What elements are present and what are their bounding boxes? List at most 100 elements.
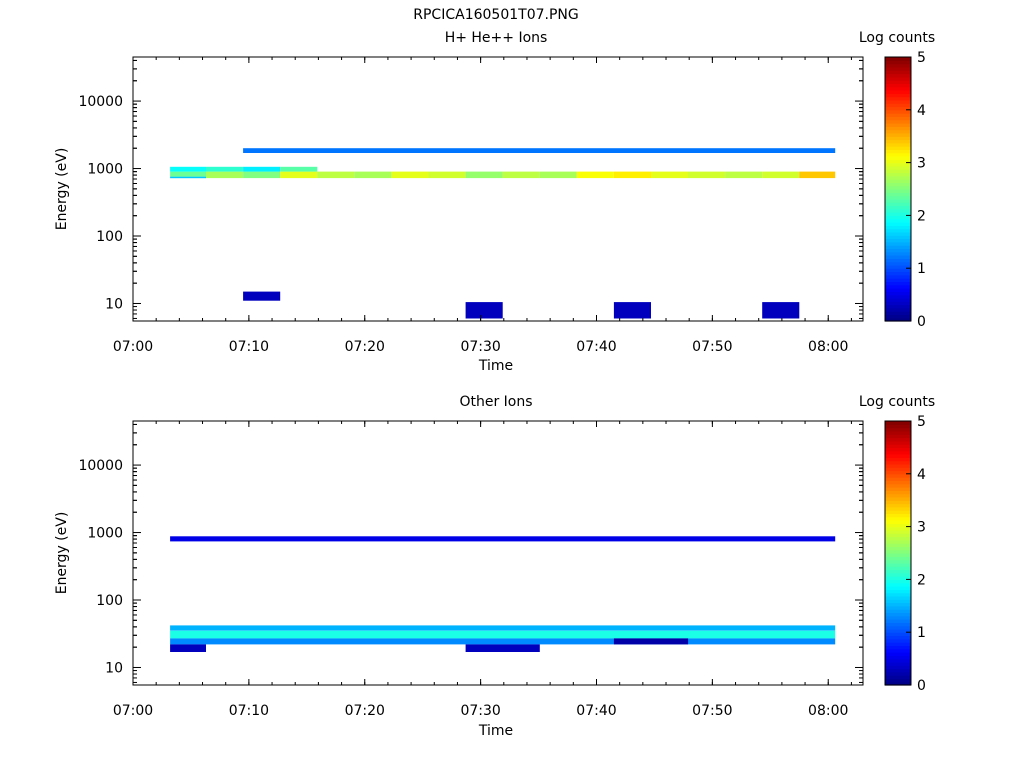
colorbar-swatch	[885, 195, 911, 200]
colorbar-swatch	[885, 625, 911, 630]
colorbar-swatch	[885, 149, 911, 154]
x-tick-label: 07:20	[345, 703, 385, 719]
colorbar-swatch	[885, 609, 911, 613]
colorbar-swatch	[885, 477, 911, 481]
axis-ticks: 07:00 07:10 07:20 07:30 07:40 07:50 08:00 10 100…	[78, 421, 863, 719]
colorbar-frame	[884, 420, 912, 686]
colorbar-tick-label: 5	[917, 414, 926, 430]
colorbar-tick-label: 2	[917, 208, 926, 224]
heatmap-cell	[799, 171, 836, 179]
colorbar-swatch	[885, 496, 911, 501]
colorbar-swatch	[885, 258, 911, 263]
colorbar-swatch	[885, 132, 911, 137]
colorbar-swatch	[885, 642, 911, 646]
panel-title: Other Ions	[459, 394, 532, 410]
colorbar-swatch	[885, 463, 911, 468]
heatmap-cell	[280, 171, 318, 179]
colorbar-swatch	[885, 251, 911, 256]
colorbar-swatch	[885, 261, 911, 266]
colorbar-swatch	[885, 297, 911, 302]
colorbar-swatch	[885, 526, 911, 531]
colorbar-tick-label: 2	[917, 572, 926, 588]
colorbar-swatch	[885, 76, 911, 81]
heatmap-cell	[725, 171, 763, 179]
heatmap-cell	[762, 171, 800, 179]
colorbar-swatch	[885, 572, 911, 577]
colorbar-swatch	[885, 159, 911, 164]
axis-ticks: 07:00 07:10 07:20 07:30 07:40 07:50 08:00 10 100…	[78, 57, 863, 355]
colorbar-swatch	[885, 116, 911, 121]
heatmap-cell	[465, 644, 540, 652]
colorbar-swatch	[885, 288, 911, 292]
colorbar-swatch	[885, 553, 911, 557]
colorbar-swatch	[885, 655, 911, 660]
colorbar-swatch	[885, 222, 911, 226]
heatmap-cell	[170, 644, 206, 652]
colorbar-swatch	[885, 566, 911, 571]
colorbar-swatch	[885, 264, 911, 269]
colorbar-swatch	[885, 208, 911, 213]
colorbar-frame	[884, 56, 912, 322]
colorbar-tick-label: 4	[917, 103, 926, 119]
y-tick-label: 10000	[78, 458, 123, 474]
heatmap-cell	[576, 171, 614, 179]
colorbar-swatch	[885, 192, 911, 197]
colorbar-swatch	[885, 543, 911, 547]
heatmap-cell	[280, 166, 318, 172]
colorbar-swatch	[885, 284, 911, 289]
colorbar-swatch	[885, 109, 911, 114]
heatmap-cells	[170, 148, 836, 319]
colorbar-swatch	[885, 493, 911, 498]
colorbar-swatch	[885, 661, 911, 666]
heatmap-cell	[170, 638, 836, 645]
colorbar-swatch	[885, 172, 911, 177]
colorbar-swatch	[885, 123, 911, 127]
heatmap-cell	[170, 630, 836, 639]
plot-frame	[132, 56, 864, 322]
figure-title: RPCICA160501T07.PNG	[413, 7, 578, 23]
colorbar-swatch	[885, 579, 911, 584]
colorbar-swatch	[885, 678, 911, 683]
colorbar-swatch	[885, 675, 911, 679]
colorbar-swatch	[885, 523, 911, 528]
colorbar-swatch	[885, 182, 911, 187]
colorbar-swatch	[885, 595, 911, 600]
colorbar-swatch	[885, 681, 911, 686]
colorbar-swatch	[885, 652, 911, 656]
colorbar-swatch	[885, 307, 911, 312]
colorbar-swatch	[885, 487, 911, 491]
colorbar-title: Log counts	[859, 394, 935, 410]
colorbar-swatch	[885, 605, 911, 610]
heatmap-cell	[170, 166, 206, 172]
heatmap-cell	[465, 171, 503, 179]
colorbar-swatch	[885, 437, 911, 442]
colorbar-tick-label: 1	[917, 261, 926, 277]
colorbar-swatch	[885, 671, 911, 676]
heatmap-cell	[613, 171, 651, 179]
y-axis-label: Energy (eV)	[54, 512, 70, 595]
x-tick-label: 08:00	[808, 339, 848, 355]
heatmap-cell	[170, 176, 206, 179]
colorbar-swatch	[885, 169, 911, 174]
colorbar-swatch	[885, 90, 911, 94]
colorbar-swatch	[885, 103, 911, 108]
colorbar-swatch	[885, 447, 911, 452]
colorbar-swatch	[885, 142, 911, 147]
colorbar-swatch	[885, 215, 911, 220]
heatmap-cell	[391, 171, 429, 179]
heatmap-cell	[243, 166, 281, 172]
colorbar-swatch	[885, 99, 911, 104]
colorbar-swatch	[885, 245, 911, 249]
colorbar-swatch	[885, 424, 911, 429]
colorbar-tick-label: 3	[917, 520, 926, 536]
heatmap-cell	[354, 171, 392, 179]
y-tick-label: 10000	[78, 94, 123, 110]
colorbar-swatch	[885, 457, 911, 462]
colorbar-swatch	[885, 635, 911, 640]
colorbar-swatch	[885, 139, 911, 144]
colorbar-swatch	[885, 430, 911, 435]
colorbar-swatch	[885, 311, 911, 315]
colorbar-swatch	[885, 427, 911, 432]
panel-title: H+ He++ Ions	[445, 30, 548, 46]
colorbar-tick-label: 0	[917, 678, 926, 694]
